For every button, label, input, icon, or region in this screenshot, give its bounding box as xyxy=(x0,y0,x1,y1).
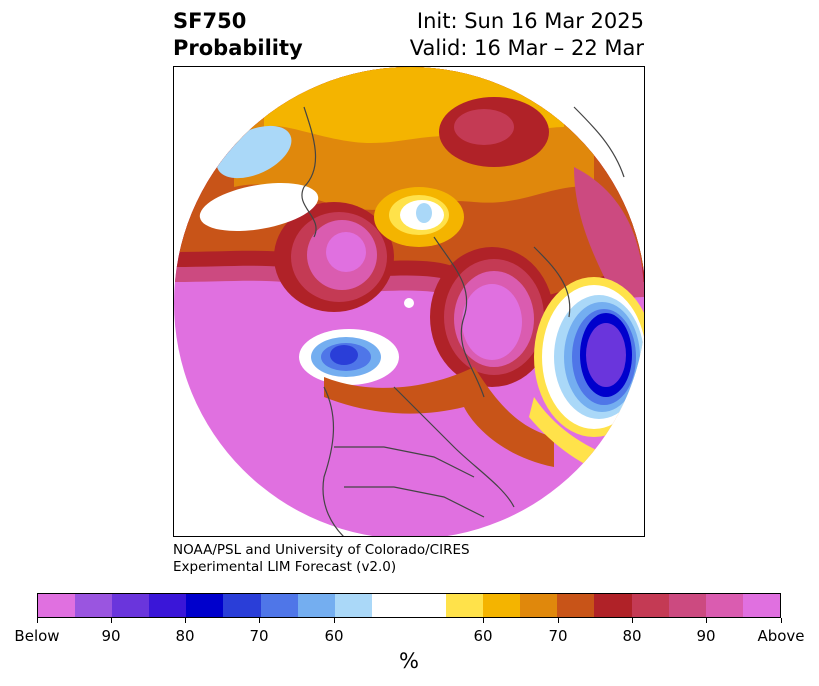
colorbar-segment xyxy=(223,594,261,617)
colorbar-tick-mark xyxy=(259,618,260,623)
colorbar-tick-label: 60 xyxy=(473,627,493,645)
colorbar-segment xyxy=(668,594,706,617)
colorbar-tick-mark xyxy=(483,618,484,623)
colorbar-segment xyxy=(594,594,632,617)
colorbar-tick-mark xyxy=(185,618,186,623)
variable-name: SF750 xyxy=(173,9,247,33)
init-date: Init: Sun 16 Mar 2025 xyxy=(416,9,644,33)
colorbar-segment xyxy=(334,594,372,617)
colorbar-tick-label: 70 xyxy=(249,627,269,645)
colorbar-segment xyxy=(260,594,298,617)
credit-line-2: Experimental LIM Forecast (v2.0) xyxy=(173,559,397,575)
colorbar-segment xyxy=(149,594,187,617)
colorbar-tick-mark xyxy=(111,618,112,623)
coastlines xyxy=(301,106,625,536)
colorbar-tick-label: 60 xyxy=(324,627,344,645)
colorbar-tick-label: 90 xyxy=(696,627,716,645)
colorbar-segment xyxy=(38,594,76,617)
polar-map xyxy=(173,66,645,537)
colorbar-segment xyxy=(483,594,521,617)
colorbar-segment xyxy=(371,594,447,617)
colorbar-segment xyxy=(446,594,484,617)
colorbar-segment xyxy=(742,594,780,617)
colorbar-tick-mark xyxy=(37,618,38,623)
colorbar-tick-label: Below xyxy=(14,627,60,645)
colorbar-segment xyxy=(75,594,113,617)
variable-subtitle: Probability xyxy=(173,36,303,60)
colorbar-segment xyxy=(112,594,150,617)
colorbar-tick-label: 90 xyxy=(101,627,121,645)
colorbar-segment xyxy=(297,594,335,617)
credit-text: NOAA/PSL and University of Colorado/CIRE… xyxy=(173,542,470,576)
map-canvas xyxy=(174,67,644,536)
map-title: SF750 Probability xyxy=(173,8,303,62)
colorbar-segment xyxy=(557,594,595,617)
forecast-dates: Init: Sun 16 Mar 2025 Valid: 16 Mar – 22… xyxy=(410,8,644,62)
colorbar-segment xyxy=(186,594,224,617)
colorbar-tick-label: Above xyxy=(757,627,805,645)
colorbar-tick-mark xyxy=(558,618,559,623)
valid-range: Valid: 16 Mar – 22 Mar xyxy=(409,36,644,60)
colorbar-tick-label: 70 xyxy=(548,627,568,645)
colorbar-tick-label: 80 xyxy=(622,627,642,645)
credit-line-1: NOAA/PSL and University of Colorado/CIRE… xyxy=(173,542,470,558)
colorbar-tick-mark xyxy=(706,618,707,623)
colorbar-segment xyxy=(520,594,558,617)
colorbar-tick-mark xyxy=(781,618,782,623)
colorbar xyxy=(37,593,781,618)
colorbar-tick-mark xyxy=(632,618,633,623)
colorbar-tick-mark xyxy=(334,618,335,623)
colorbar-segment xyxy=(705,594,743,617)
colorbar-tick-label: 80 xyxy=(175,627,195,645)
colorbar-unit: % xyxy=(399,649,419,673)
colorbar-segment xyxy=(631,594,669,617)
